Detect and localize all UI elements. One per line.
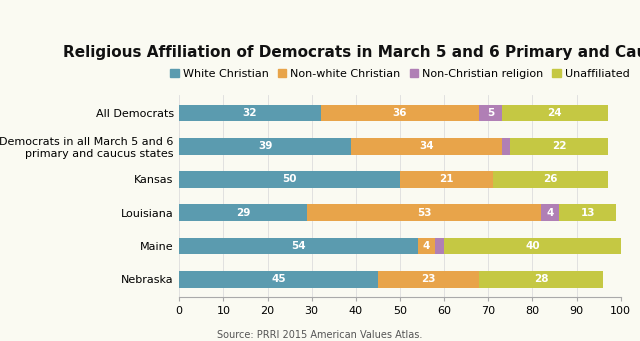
Bar bbox=[179, 138, 351, 154]
Title: Religious Affiliation of Democrats in March 5 and 6 Primary and Caucus States: Religious Affiliation of Democrats in Ma… bbox=[63, 45, 640, 60]
Text: 5: 5 bbox=[487, 108, 494, 118]
Text: 50: 50 bbox=[282, 175, 297, 184]
Text: 53: 53 bbox=[417, 208, 431, 218]
Bar bbox=[179, 238, 418, 254]
Text: 54: 54 bbox=[291, 241, 306, 251]
Bar bbox=[400, 171, 493, 188]
Text: 29: 29 bbox=[236, 208, 250, 218]
Bar bbox=[321, 105, 479, 121]
Bar bbox=[502, 138, 511, 154]
Bar bbox=[179, 105, 321, 121]
Text: 36: 36 bbox=[393, 108, 407, 118]
Text: Source: PRRI 2015 American Values Atlas.: Source: PRRI 2015 American Values Atlas. bbox=[218, 330, 422, 340]
Text: 26: 26 bbox=[543, 175, 557, 184]
Text: 21: 21 bbox=[439, 175, 454, 184]
Text: 40: 40 bbox=[525, 241, 540, 251]
Bar bbox=[351, 138, 502, 154]
Bar bbox=[307, 204, 541, 221]
Text: 4: 4 bbox=[423, 241, 430, 251]
Bar bbox=[541, 204, 559, 221]
Bar bbox=[444, 238, 621, 254]
Text: 22: 22 bbox=[552, 141, 566, 151]
Bar bbox=[179, 271, 378, 287]
Bar bbox=[502, 105, 607, 121]
Bar bbox=[179, 171, 400, 188]
Bar bbox=[479, 271, 603, 287]
Bar bbox=[179, 204, 307, 221]
Bar bbox=[559, 204, 616, 221]
Bar bbox=[418, 238, 435, 254]
Text: 13: 13 bbox=[580, 208, 595, 218]
Legend: White Christian, Non-white Christian, Non-Christian religion, Unaffiliated: White Christian, Non-white Christian, No… bbox=[166, 65, 634, 84]
Bar bbox=[479, 105, 502, 121]
Bar bbox=[493, 171, 607, 188]
Text: 24: 24 bbox=[547, 108, 562, 118]
Text: 28: 28 bbox=[534, 274, 548, 284]
Text: 39: 39 bbox=[258, 141, 273, 151]
Text: 45: 45 bbox=[271, 274, 286, 284]
Text: 34: 34 bbox=[419, 141, 434, 151]
Text: 32: 32 bbox=[243, 108, 257, 118]
Text: 4: 4 bbox=[547, 208, 554, 218]
Bar bbox=[378, 271, 479, 287]
Bar bbox=[511, 138, 607, 154]
Bar bbox=[435, 238, 444, 254]
Text: 23: 23 bbox=[422, 274, 436, 284]
